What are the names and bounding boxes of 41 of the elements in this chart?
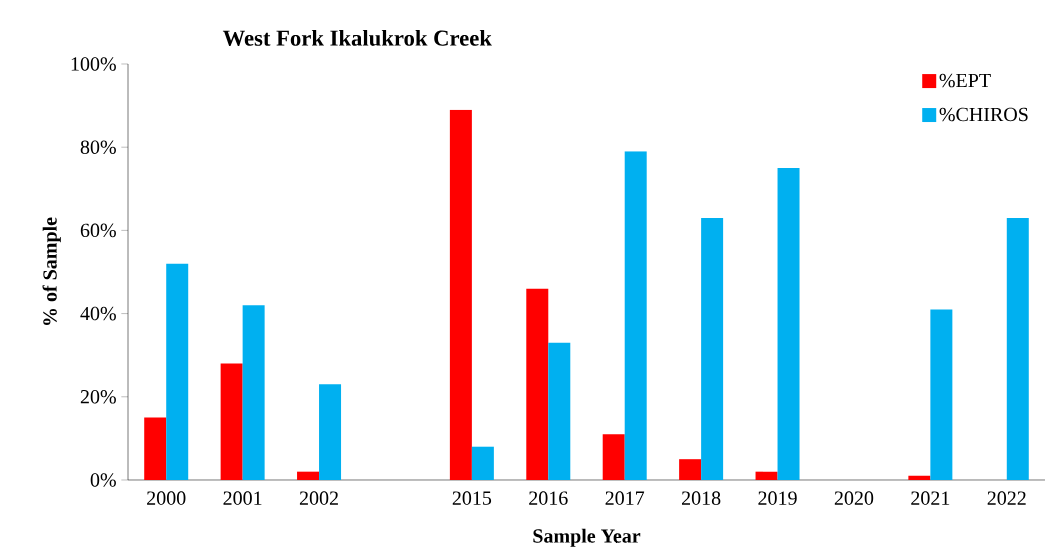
bar: [166, 263, 189, 480]
x-tick-label: 2018: [682, 491, 721, 505]
bar: [777, 167, 800, 480]
bar: [471, 446, 494, 480]
y-tick-label: 40%: [80, 306, 116, 321]
bar: [602, 434, 625, 480]
bar: [908, 475, 931, 480]
legend-label: %EPT: [939, 73, 991, 88]
bar: [624, 151, 647, 480]
bar: [679, 459, 702, 480]
y-tick-label: 0%: [90, 473, 116, 487]
y-tick-label: 80%: [80, 140, 116, 154]
legend-label: %CHIROS: [939, 107, 1028, 122]
bar: [755, 471, 778, 480]
bar: [220, 363, 243, 480]
bar: [701, 217, 724, 480]
x-tick-label: 2017: [605, 491, 645, 505]
chart-title: West Fork Ikalukrok Creek: [222, 29, 492, 46]
y-tick-label: 20%: [80, 390, 116, 404]
bar: [449, 109, 472, 480]
bar: [144, 417, 167, 480]
bar: [319, 384, 342, 480]
bar: [526, 288, 549, 480]
bar: [1006, 217, 1029, 480]
x-tick-label: 2020: [834, 491, 874, 505]
x-tick-label: 2022: [987, 491, 1026, 505]
x-tick-label: 2001: [223, 491, 262, 505]
y-tick-label: 100%: [71, 57, 116, 71]
x-axis-title: Sample Year: [533, 528, 641, 547]
x-tick-label: 2000: [147, 491, 186, 505]
x-tick-label: 2002: [299, 491, 338, 505]
y-tick-label: 60%: [80, 223, 116, 238]
bar: [242, 305, 265, 480]
bar: [297, 471, 320, 480]
y-axis-title: % of Sample: [42, 217, 61, 325]
bar: [930, 309, 953, 480]
x-tick-label: 2016: [529, 491, 568, 505]
x-tick-label: 2021: [911, 491, 950, 505]
x-tick-label: 2019: [758, 491, 797, 505]
bar: [548, 342, 571, 480]
x-tick-label: 2015: [452, 491, 492, 505]
